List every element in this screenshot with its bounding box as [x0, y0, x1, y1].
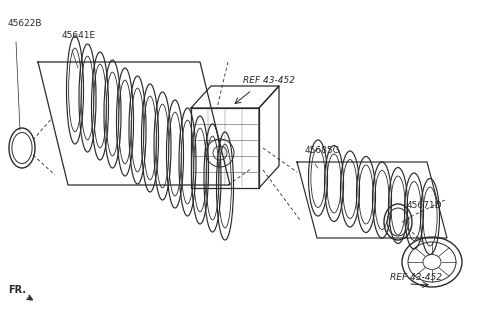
Text: REF 43-452: REF 43-452 [390, 273, 442, 282]
Text: 45622B: 45622B [8, 19, 43, 28]
Text: 45641E: 45641E [62, 31, 96, 40]
Text: 45685G: 45685G [305, 146, 341, 155]
Text: REF 43-452: REF 43-452 [243, 76, 295, 85]
Text: 45671D: 45671D [407, 201, 443, 210]
Text: FR.: FR. [8, 285, 26, 295]
